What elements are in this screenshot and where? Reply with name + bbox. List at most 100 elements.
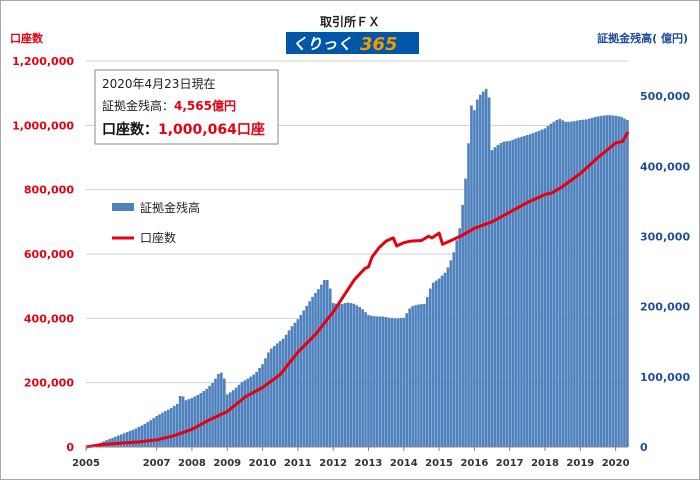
bar — [449, 260, 453, 447]
legend-bar-swatch — [112, 203, 134, 211]
x-tick-label: 2007 — [143, 458, 171, 469]
bar — [558, 118, 562, 447]
legend-bar-label: 証拠金残高 — [140, 200, 200, 215]
bar — [499, 142, 503, 448]
bar — [375, 316, 379, 447]
bar — [540, 129, 544, 447]
bar — [114, 436, 117, 447]
bar — [561, 120, 565, 447]
bar — [161, 412, 164, 447]
bar — [523, 135, 526, 447]
bar — [155, 416, 158, 447]
bar — [117, 435, 120, 447]
right-tick-label: 300,000 — [640, 230, 690, 243]
bar — [296, 319, 300, 447]
bar — [128, 430, 132, 447]
bar — [264, 358, 267, 447]
bar — [584, 119, 588, 447]
bar — [626, 119, 629, 447]
bar — [496, 144, 500, 447]
bar — [187, 399, 191, 447]
bar — [384, 317, 388, 447]
bar — [493, 147, 497, 447]
bar — [434, 280, 438, 447]
bar — [452, 252, 456, 447]
bar — [378, 316, 382, 447]
bar — [211, 383, 214, 447]
bar — [167, 409, 170, 447]
bar — [620, 116, 623, 448]
bar — [531, 133, 535, 447]
bar — [325, 279, 329, 447]
bar — [505, 141, 509, 448]
bar — [355, 305, 359, 447]
bar — [240, 382, 244, 447]
bar — [602, 115, 606, 448]
logo-background — [286, 32, 419, 54]
bar — [520, 136, 523, 447]
bar — [428, 288, 432, 447]
x-tick-label: 2020 — [602, 458, 630, 469]
bar — [170, 407, 173, 447]
bar — [152, 418, 156, 447]
bar — [246, 378, 250, 447]
bar — [249, 376, 253, 447]
info-deposit-value: 4,565億円 — [174, 98, 236, 113]
bar — [443, 272, 447, 447]
bar — [305, 305, 309, 447]
bar-series — [87, 88, 629, 448]
bar — [317, 289, 320, 447]
bar — [267, 352, 270, 447]
right-axis-ticks: 0 100,000 200,000 300,000 400,000 500,000 — [640, 90, 690, 454]
x-tick-label: 2016 — [460, 458, 488, 469]
bar — [396, 318, 400, 447]
bar — [178, 396, 182, 447]
bar — [275, 343, 279, 447]
bar — [281, 338, 285, 447]
right-tick-label: 100,000 — [640, 371, 690, 384]
bar — [284, 334, 288, 447]
logo-number: 365 — [360, 34, 398, 55]
bar — [423, 303, 426, 447]
bar — [208, 385, 211, 447]
bar — [490, 150, 494, 447]
bar — [172, 405, 176, 447]
bar — [205, 388, 208, 447]
left-tick-label: 800,000 — [24, 184, 74, 197]
info-accounts-value: 1,000,064口座 — [158, 121, 265, 138]
bar — [193, 396, 197, 447]
bar — [122, 433, 126, 447]
x-tick-label: 2012 — [319, 458, 347, 469]
bar — [511, 139, 514, 447]
bar — [487, 97, 491, 448]
info-date: 2020年4月23日現在 — [102, 77, 215, 91]
right-axis-title: 証拠金残高( 億円) — [597, 31, 688, 45]
bar — [217, 374, 220, 447]
info-deposit-label: 証拠金残高： — [102, 98, 174, 113]
bar — [373, 316, 376, 447]
bar — [405, 313, 409, 447]
bar — [614, 115, 617, 447]
bar — [426, 297, 429, 447]
bar — [526, 135, 529, 448]
svg-text:証拠金残高：4,565億円: 証拠金残高：4,565億円 — [102, 98, 236, 113]
bar — [484, 88, 488, 447]
bar — [278, 341, 282, 447]
bar — [231, 390, 235, 447]
info-box-border — [94, 69, 279, 145]
x-tick-label: 2013 — [355, 458, 383, 469]
bar — [149, 420, 153, 447]
bar — [623, 118, 626, 448]
bar — [478, 94, 482, 448]
bar — [119, 434, 123, 447]
bar — [390, 318, 394, 447]
bar — [476, 99, 479, 447]
bar — [328, 288, 332, 447]
bar — [431, 282, 435, 447]
bar — [237, 384, 241, 447]
bar — [202, 391, 206, 447]
bar — [225, 394, 229, 447]
bar — [302, 310, 306, 447]
bar — [343, 303, 347, 447]
